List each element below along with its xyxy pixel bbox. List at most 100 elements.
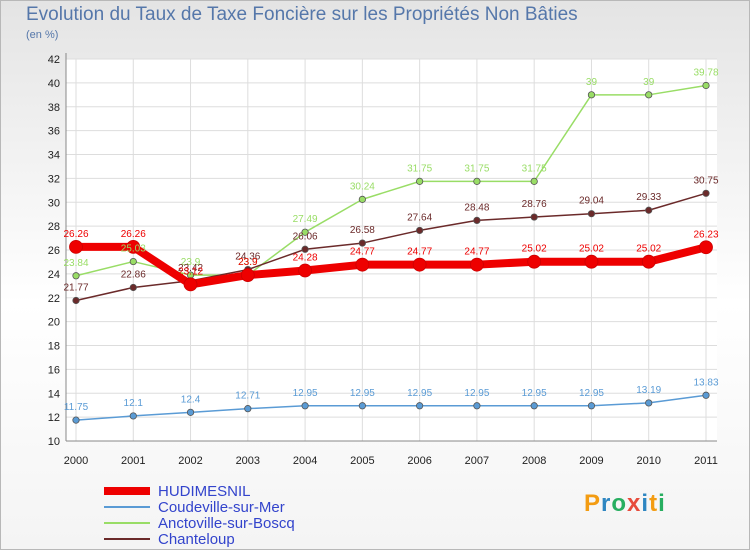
data-label-chanteloup: 28.48 (464, 202, 489, 213)
point-hudimesnil (641, 254, 656, 269)
point-chanteloup (702, 189, 710, 197)
legend-swatch (104, 538, 150, 540)
data-label-hudimesnil: 24.77 (464, 247, 489, 258)
x-tick-label: 2005 (350, 455, 374, 467)
data-label-anctoville: 23.84 (63, 258, 88, 269)
data-label-anctoville: 25.03 (121, 244, 146, 255)
data-label-coudeville: 12.95 (407, 388, 432, 399)
y-tick-label: 40 (48, 78, 60, 90)
point-chanteloup (358, 239, 366, 247)
x-tick-label: 2010 (636, 455, 660, 467)
data-label-coudeville: 12.95 (350, 388, 375, 399)
x-tick-label: 2001 (121, 455, 145, 467)
data-label-chanteloup: 27.64 (407, 212, 432, 223)
data-label-chanteloup: 26.06 (293, 231, 318, 242)
y-tick-label: 34 (48, 150, 60, 162)
point-hudimesnil (699, 240, 713, 255)
data-label-chanteloup: 24.36 (235, 252, 260, 263)
point-chanteloup (530, 213, 538, 221)
series-line-coudeville (75, 394, 707, 421)
data-label-anctoville: 27.49 (293, 214, 318, 225)
legend: HUDIMESNIL Coudeville-sur-Mer Anctoville-s… (104, 483, 295, 548)
y-tick-label: 22 (48, 293, 60, 305)
y-tick-label: 28 (48, 221, 60, 233)
point-hudimesnil (183, 277, 198, 292)
point-hudimesnil (69, 239, 83, 254)
point-hudimesnil (298, 263, 312, 278)
data-label-layer: 11.75 12.1 12.4 12.71 12.95 12.95 12.95 12.95 12… (63, 68, 718, 414)
point-anctoville (473, 177, 481, 185)
point-chanteloup (473, 216, 481, 224)
chart-title: Evolution du Taux de Taxe Foncière sur l… (26, 4, 578, 25)
point-coudeville (530, 402, 538, 410)
point-coudeville (129, 412, 137, 420)
logo-letter: i (641, 490, 650, 517)
data-label-anctoville: 39.78 (693, 68, 718, 79)
point-chanteloup (645, 206, 653, 214)
proxiti-logo: Proxiti (584, 490, 666, 518)
point-coudeville (72, 416, 80, 424)
point-anctoville (358, 195, 366, 203)
point-coudeville (301, 402, 309, 410)
point-anctoville (416, 177, 424, 185)
x-tick-label: 2009 (579, 455, 603, 467)
point-chanteloup (129, 283, 137, 292)
point-anctoville (587, 91, 596, 99)
point-anctoville (530, 177, 538, 185)
data-label-anctoville: 31.75 (407, 163, 432, 174)
legend-item: Chanteloup (104, 530, 295, 548)
y-tick-label: 26 (48, 245, 60, 257)
data-label-hudimesnil: 25.02 (579, 244, 604, 255)
legend-label: Chanteloup (158, 530, 235, 548)
data-label-hudimesnil: 25.02 (522, 244, 547, 255)
point-coudeville (702, 391, 710, 399)
point-coudeville (358, 402, 366, 410)
data-label-anctoville: 30.24 (350, 181, 375, 192)
y-tick-label: 38 (48, 102, 60, 114)
data-label-coudeville: 12.1 (124, 398, 144, 409)
point-anctoville (702, 81, 710, 90)
point-hudimesnil (527, 254, 542, 269)
logo-letter: r (601, 490, 612, 517)
y-tick-label: 42 (48, 54, 60, 66)
point-coudeville (186, 408, 195, 416)
point-hudimesnil (240, 268, 255, 282)
data-label-chanteloup: 26.58 (350, 225, 375, 236)
legend-swatch (104, 522, 150, 524)
logo-letter: x (627, 490, 642, 517)
x-tick-label: 2007 (465, 455, 489, 467)
data-label-coudeville: 11.75 (64, 402, 89, 413)
data-label-hudimesnil: 24.28 (293, 253, 318, 264)
y-tick-label: 32 (48, 173, 60, 185)
point-hudimesnil (355, 257, 370, 272)
data-label-chanteloup: 29.33 (636, 192, 661, 203)
data-label-coudeville: 12.95 (579, 388, 604, 399)
point-hudimesnil (412, 257, 427, 272)
y-tick-label: 20 (48, 317, 60, 329)
point-hudimesnil (584, 254, 599, 269)
data-label-coudeville: 13.83 (693, 377, 718, 388)
data-label-hudimesnil: 25.02 (636, 244, 661, 255)
point-chanteloup (416, 226, 424, 235)
point-hudimesnil (126, 239, 141, 254)
data-label-anctoville: 23.9 (238, 257, 258, 268)
logo-letter: o (611, 490, 628, 517)
logo-letter: t (649, 490, 659, 517)
legend-item: Coudeville-sur-Mer (104, 499, 295, 516)
data-label-chanteloup: 29.04 (579, 196, 604, 207)
point-anctoville (645, 91, 653, 99)
data-label-chanteloup: 22.86 (121, 269, 146, 280)
point-anctoville (301, 228, 309, 236)
y-tick-label: 12 (48, 412, 60, 424)
grid-layer (66, 58, 717, 442)
logo-letter: P (584, 490, 602, 517)
x-tick-label: 2003 (236, 455, 260, 467)
point-coudeville (416, 402, 424, 410)
point-chanteloup (72, 296, 80, 305)
chart-subtitle: (en %) (26, 29, 59, 41)
point-chanteloup (301, 245, 309, 253)
y-tick-label: 24 (48, 269, 60, 281)
series-layer (69, 81, 713, 424)
data-label-chanteloup: 23.42 (178, 263, 203, 274)
